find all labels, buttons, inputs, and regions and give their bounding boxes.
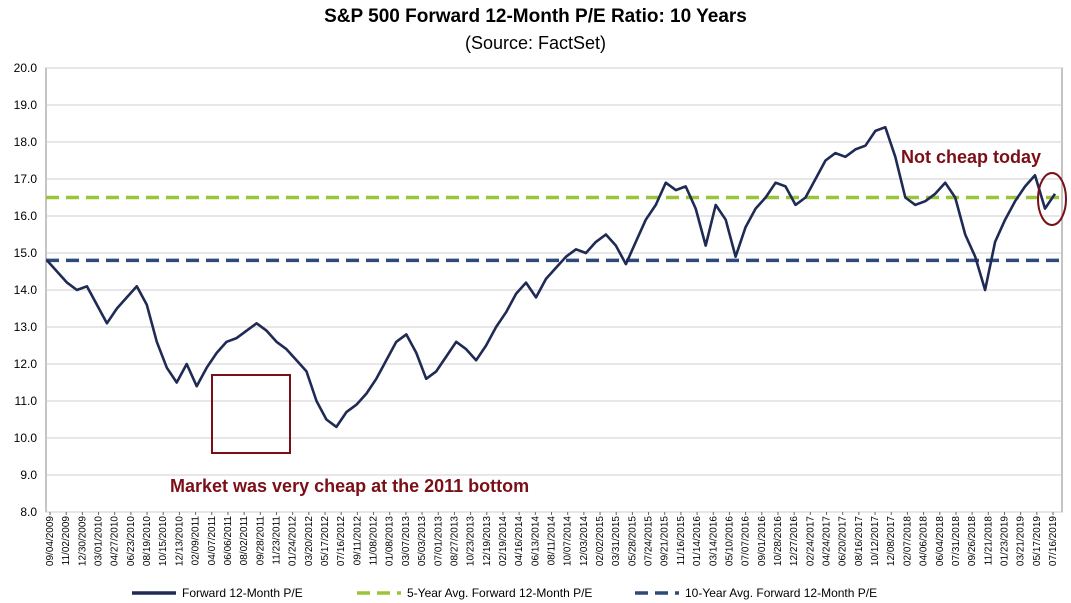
x-tick-label: 04/27/2010 — [110, 516, 121, 566]
x-tick-label: 11/08/2012 — [369, 516, 380, 566]
x-tick-label: 02/19/2014 — [498, 516, 509, 566]
x-tick-label: 09/11/2012 — [352, 516, 363, 566]
y-tick-label: 17.0 — [14, 172, 38, 186]
cheap-2011-box — [211, 374, 291, 454]
y-tick-label: 13.0 — [14, 320, 38, 334]
x-tick-label: 07/24/2015 — [644, 516, 655, 566]
x-tick-label: 09/21/2015 — [660, 516, 671, 566]
y-tick-label: 9.0 — [20, 468, 37, 482]
x-tick-label: 05/17/2012 — [320, 516, 331, 566]
x-tick-label: 01/14/2016 — [692, 516, 703, 566]
y-tick-label: 18.0 — [14, 135, 38, 149]
x-tick-label: 08/27/2013 — [449, 516, 460, 566]
x-tick-label: 03/31/2015 — [611, 516, 622, 566]
y-tick-label: 20.0 — [14, 61, 38, 75]
x-tick-label: 07/16/2019 — [1048, 516, 1059, 566]
x-tick-label: 10/28/2016 — [773, 516, 784, 566]
series-layer — [46, 125, 1057, 429]
annotation-2011-bottom: Market was very cheap at the 2011 bottom — [170, 476, 529, 496]
x-tick-label: 06/13/2014 — [530, 516, 541, 566]
legend-10yr-avg: 10-Year Avg. Forward 12-Month P/E — [635, 586, 877, 600]
x-tick-label: 08/16/2017 — [854, 516, 865, 566]
x-tick-label: 01/23/2019 — [999, 516, 1010, 566]
x-tick-label: 11/16/2015 — [676, 516, 687, 566]
x-tick-label: 11/23/2011 — [271, 516, 282, 565]
y-tick-label: 11.0 — [15, 394, 38, 408]
x-axis: 09/04/2009 11/02/2009 12/30/2009 03/01/2010… — [45, 512, 1059, 566]
gridlines — [46, 67, 1062, 513]
x-tick-label: 01/24/2012 — [288, 516, 299, 566]
x-tick-label: 06/06/2011 — [223, 516, 234, 566]
x-tick-label: 03/01/2010 — [94, 516, 105, 566]
x-tick-label: 02/09/2011 — [191, 516, 202, 566]
x-tick-label: 03/21/2019 — [1016, 516, 1027, 566]
x-tick-label: 05/03/2013 — [417, 516, 428, 566]
x-tick-label: 08/11/2014 — [547, 516, 558, 566]
y-tick-label: 14.0 — [14, 283, 38, 297]
legend-5yr-avg: 5-Year Avg. Forward 12-Month P/E — [357, 586, 592, 600]
x-tick-label: 06/04/2018 — [935, 516, 946, 566]
x-tick-label: 12/03/2014 — [579, 516, 590, 566]
x-tick-label: 10/15/2010 — [158, 516, 169, 566]
x-tick-label: 05/28/2015 — [627, 516, 638, 566]
x-tick-label: 09/04/2009 — [45, 516, 56, 566]
y-tick-label: 12.0 — [14, 357, 38, 371]
x-tick-label: 09/28/2011 — [255, 516, 266, 566]
legend: Forward 12-Month P/E 5-Year Avg. Forward … — [132, 586, 877, 600]
x-tick-label: 12/27/2016 — [789, 516, 800, 566]
x-tick-label: 03/07/2013 — [401, 516, 412, 566]
x-tick-label: 09/26/2018 — [967, 516, 978, 566]
annotation-not-cheap: Not cheap today — [901, 147, 1041, 167]
y-tick-label: 8.0 — [20, 505, 37, 519]
x-tick-label: 08/02/2011 — [239, 516, 250, 566]
x-tick-label: 02/24/2017 — [805, 516, 816, 566]
x-tick-label: 03/14/2016 — [708, 516, 719, 566]
x-tick-label: 03/20/2012 — [304, 516, 315, 566]
y-tick-label: 16.0 — [14, 209, 38, 223]
x-tick-label: 02/07/2018 — [902, 516, 913, 566]
x-tick-label: 05/17/2019 — [1032, 516, 1043, 566]
not-cheap-ellipse — [1037, 172, 1067, 226]
y-tick-label: 19.0 — [14, 98, 38, 112]
x-tick-label: 04/07/2011 — [207, 516, 218, 566]
x-tick-label: 01/08/2013 — [385, 516, 396, 566]
chart-title: S&P 500 Forward 12-Month P/E Ratio: 10 Y… — [324, 6, 747, 27]
x-tick-label: 12/30/2009 — [77, 516, 88, 566]
x-tick-label: 12/13/2010 — [174, 516, 185, 566]
x-tick-label: 07/07/2016 — [741, 516, 752, 566]
x-tick-label: 05/10/2016 — [724, 516, 735, 566]
x-tick-label: 07/01/2013 — [433, 516, 444, 566]
y-axis: 20.0 19.0 18.0 17.0 16.0 15.0 14.0 13.0 12.0 11.0… — [14, 61, 38, 519]
x-tick-label: 11/21/2018 — [983, 516, 994, 566]
legend-label: Forward 12-Month P/E — [182, 586, 303, 600]
x-tick-label: 12/08/2017 — [886, 516, 897, 566]
x-tick-label: 10/23/2013 — [466, 516, 477, 566]
x-tick-label: 07/16/2012 — [336, 516, 347, 566]
x-tick-label: 02/02/2015 — [595, 516, 606, 566]
x-tick-label: 10/07/2014 — [563, 516, 574, 566]
x-tick-label: 04/16/2014 — [514, 516, 525, 566]
x-tick-label: 12/19/2013 — [482, 516, 493, 566]
x-tick-label: 06/20/2017 — [838, 516, 849, 566]
chart-subtitle: (Source: FactSet) — [464, 33, 607, 53]
x-tick-label: 11/02/2009 — [61, 516, 72, 566]
annotations: Not cheap today Market was very cheap at… — [170, 147, 1067, 496]
x-tick-label: 07/31/2018 — [951, 516, 962, 566]
x-tick-label: 06/23/2010 — [126, 516, 137, 566]
x-tick-label: 08/19/2010 — [142, 516, 153, 566]
y-tick-label: 15.0 — [14, 246, 38, 260]
pe-series-line — [46, 125, 1057, 429]
y-tick-label: 10.0 — [14, 431, 38, 445]
x-tick-label: 09/01/2016 — [757, 516, 768, 566]
legend-label: 5-Year Avg. Forward 12-Month P/E — [407, 586, 592, 600]
legend-label: 10-Year Avg. Forward 12-Month P/E — [685, 586, 877, 600]
reference-lines — [46, 195, 1062, 263]
x-tick-label: 04/24/2017 — [822, 516, 833, 566]
x-tick-label: 04/06/2018 — [919, 516, 930, 566]
x-tick-label: 10/12/2017 — [870, 516, 881, 566]
legend-forward-pe: Forward 12-Month P/E — [132, 586, 303, 600]
